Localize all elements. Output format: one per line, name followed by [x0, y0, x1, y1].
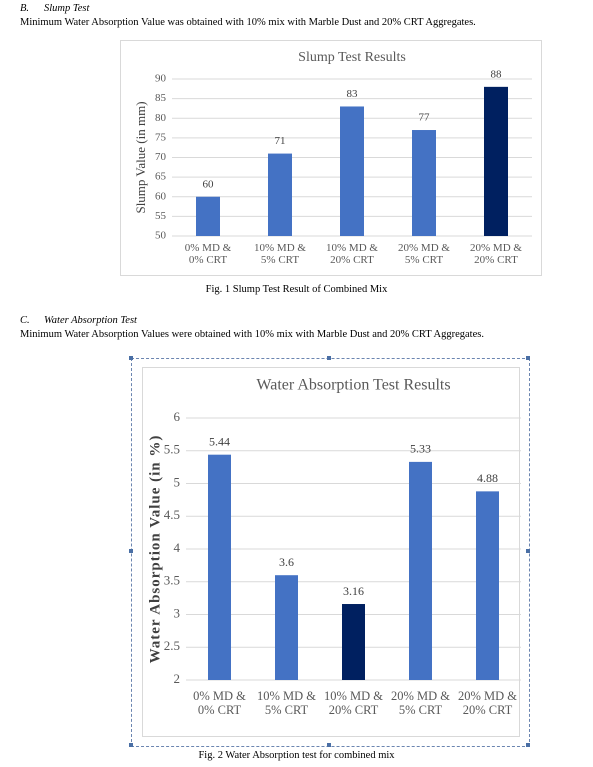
resize-handle: [526, 743, 530, 747]
section-heading: Water Absorption Test: [44, 315, 137, 326]
x-tick-label: 0% MD & 0% CRT: [184, 242, 232, 266]
value-label: 5.33: [410, 442, 431, 456]
bar: [484, 86, 508, 236]
resize-handle: [526, 549, 530, 553]
x-tick-label: 0% MD & 0% CRT: [193, 689, 246, 717]
bar: [275, 575, 298, 680]
y-tick-label: 3.5: [164, 573, 180, 588]
x-tick-label: 10% MD & 20% CRT: [323, 689, 384, 717]
x-tick-label: 10% MD & 5% CRT: [256, 689, 317, 717]
y-tick-label: 85: [155, 92, 167, 104]
y-tick-label: 2: [174, 671, 181, 686]
value-label: 77: [419, 112, 431, 124]
bar: [268, 153, 292, 236]
x-tick-label: 20% MD & 20% CRT: [470, 242, 522, 266]
y-tick-label: 60: [155, 190, 167, 202]
value-label: 5.44: [209, 434, 230, 448]
bar: [196, 196, 220, 236]
chart-frame: [120, 40, 542, 276]
figure-caption: Fig. 1 Slump Test Result of Combined Mix: [205, 284, 388, 295]
section-heading: Slump Test: [44, 3, 90, 14]
y-tick-label: 5: [174, 474, 181, 489]
section-label: C.: [20, 315, 30, 326]
y-axis-label: Slump Value (in mm): [133, 101, 148, 213]
chart-title: Slump Test Results: [298, 50, 406, 65]
y-tick-label: 4.5: [164, 507, 180, 522]
y-tick-label: 80: [155, 112, 167, 124]
value-label: 60: [203, 178, 215, 190]
resize-handle: [327, 743, 331, 747]
chart-title: Water Absorption Test Results: [256, 377, 450, 394]
x-tick-label: 10% MD & 20% CRT: [326, 242, 378, 266]
resize-handle: [526, 356, 530, 360]
section-label: B.: [20, 3, 30, 14]
resize-handle: [129, 743, 133, 747]
y-tick-label: 3: [174, 605, 181, 620]
y-tick-label: 75: [155, 131, 167, 143]
y-tick-label: 65: [155, 171, 167, 183]
y-tick-label: 55: [155, 210, 167, 222]
value-label: 4.88: [477, 471, 498, 485]
bar: [340, 106, 364, 236]
figure-caption: Fig. 2 Water Absorption test for combine…: [198, 750, 395, 761]
value-label: 88: [491, 68, 503, 80]
bar: [342, 604, 365, 680]
bar: [412, 130, 436, 236]
value-label: 3.16: [343, 584, 364, 598]
x-tick-label: 20% MD & 20% CRT: [457, 689, 518, 717]
value-label: 3.6: [279, 555, 294, 569]
bar: [409, 461, 432, 680]
value-label: 83: [347, 88, 359, 100]
y-tick-label: 50: [155, 230, 167, 242]
y-tick-label: 70: [155, 151, 167, 163]
y-tick-label: 5.5: [164, 442, 180, 457]
paragraph: Minimum Water Absorption Values were obt…: [20, 329, 484, 340]
x-tick-label: 20% MD & 5% CRT: [398, 242, 450, 266]
y-tick-label: 90: [155, 73, 167, 85]
value-label: 71: [275, 135, 286, 147]
resize-handle: [327, 356, 331, 360]
y-axis-label: Water Absorption Value (in %): [147, 435, 163, 664]
y-tick-label: 4: [174, 540, 181, 555]
resize-handle: [129, 549, 133, 553]
resize-handle: [129, 356, 133, 360]
y-tick-label: 6: [174, 409, 181, 424]
x-tick-label: 20% MD & 5% CRT: [390, 689, 451, 717]
paragraph: Minimum Water Absorption Value was obtai…: [20, 17, 476, 28]
bar: [476, 491, 499, 680]
bar: [208, 454, 231, 680]
chart-area: [142, 367, 520, 737]
y-tick-label: 2.5: [164, 638, 180, 653]
x-tick-label: 10% MD & 5% CRT: [254, 242, 306, 266]
